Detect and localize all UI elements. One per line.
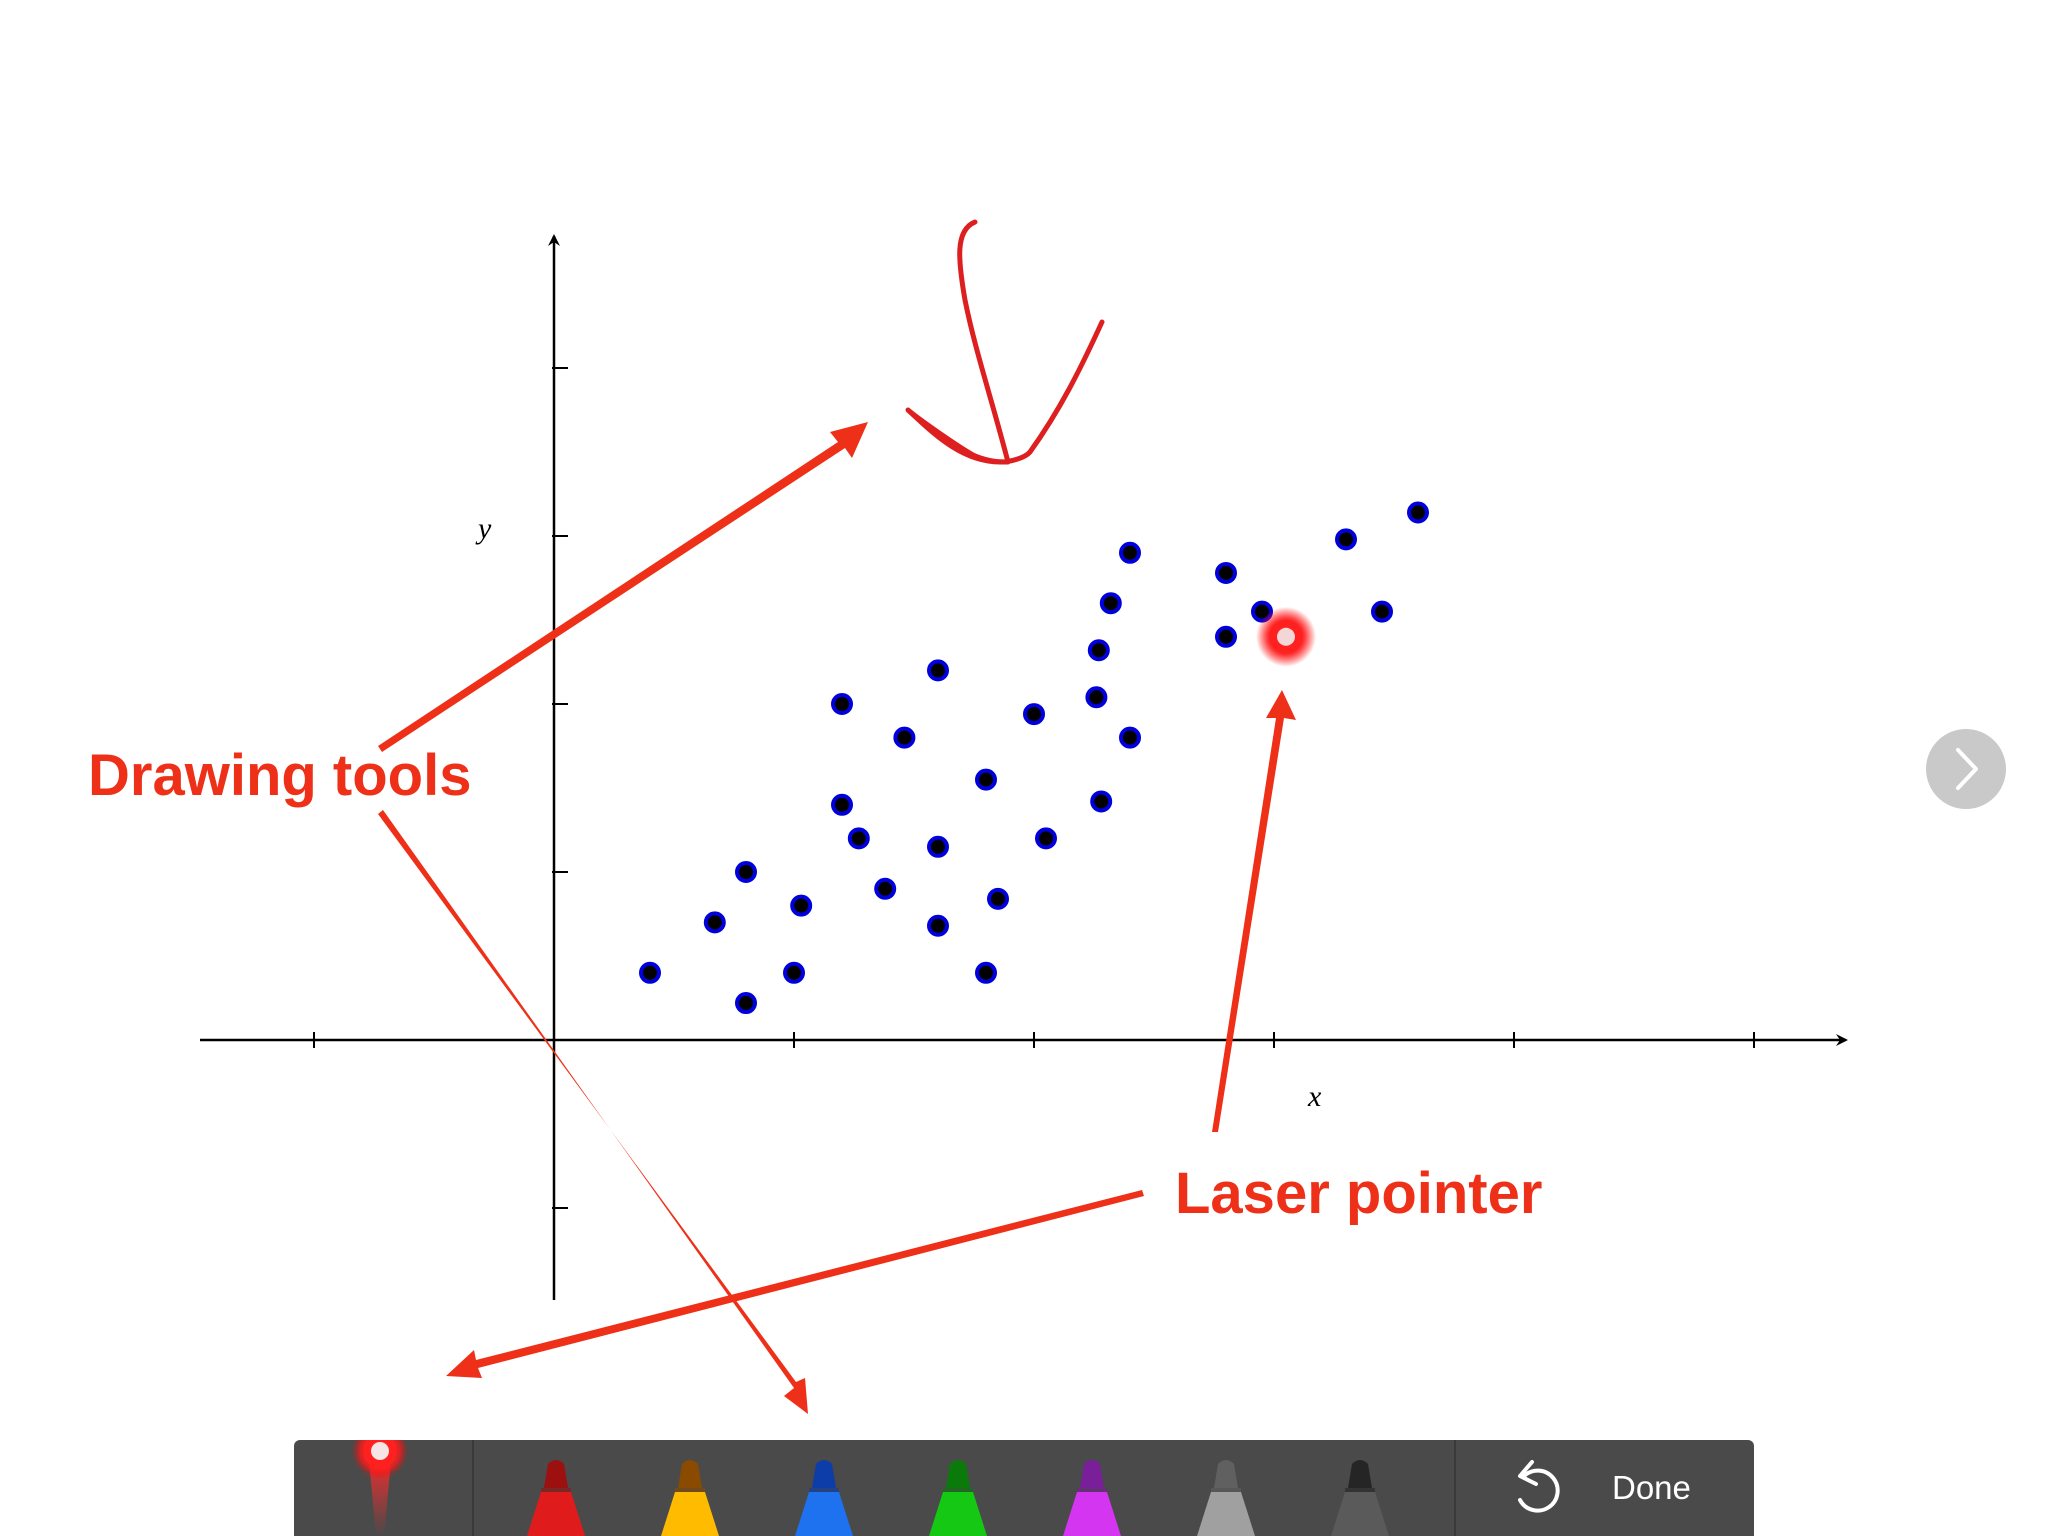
pen-darkgray[interactable] (1325, 1458, 1395, 1536)
undo-icon (1518, 1460, 1560, 1513)
chevron-right-icon (1956, 748, 1978, 790)
pen-magenta[interactable] (1057, 1458, 1127, 1536)
y-axis-ticks (552, 367, 568, 1209)
drawing-toolbar: Done (294, 1440, 1754, 1536)
data-point (847, 827, 870, 850)
data-point (927, 835, 949, 858)
data-point (975, 961, 997, 984)
pen-yellow[interactable] (655, 1458, 725, 1536)
pen-icon (929, 1460, 987, 1536)
data-point (1215, 561, 1237, 584)
pen-icon (795, 1460, 853, 1536)
done-button[interactable]: Done (1612, 1469, 1691, 1506)
data-point (1099, 592, 1122, 615)
y-axis-label: y (475, 512, 492, 545)
laser-pointer-icon (352, 1440, 408, 1536)
plot-axes: y x (200, 234, 1848, 1300)
data-point (639, 961, 661, 984)
pen-icon (1331, 1460, 1389, 1536)
toolbar-divider (472, 1440, 474, 1536)
pen-icon (527, 1460, 585, 1536)
pen-gray[interactable] (1191, 1458, 1261, 1536)
arrow-to-ink (378, 422, 868, 752)
x-axis-label: x (1307, 1080, 1322, 1113)
drawing-tools-callout: Drawing tools (88, 743, 471, 808)
arrow-to-laser-dot (1212, 690, 1296, 1132)
toolbar-divider (1454, 1440, 1456, 1536)
data-point (893, 726, 916, 749)
data-point (1371, 600, 1393, 623)
laser-pointer-dot (1256, 606, 1316, 667)
data-point (831, 793, 853, 816)
data-point (927, 659, 949, 682)
data-point (975, 768, 997, 791)
hand-drawn-check-stroke (905, 219, 1105, 465)
data-point (1035, 827, 1057, 850)
data-point (1119, 541, 1141, 564)
data-point (987, 887, 1009, 910)
arrow-to-pens (378, 810, 808, 1414)
data-point (1335, 528, 1357, 551)
data-point (1023, 703, 1045, 726)
pen-icon (661, 1460, 719, 1536)
laser-pointer-tool[interactable] (340, 1440, 420, 1536)
data-point (874, 877, 897, 900)
data-point (831, 693, 853, 715)
data-point (783, 961, 805, 984)
pen-green[interactable] (923, 1458, 993, 1536)
next-slide-button[interactable] (1926, 729, 2006, 809)
data-point (927, 914, 949, 937)
data-point (1407, 501, 1429, 524)
data-point (1215, 625, 1237, 648)
data-point (1087, 639, 1110, 662)
data-point (703, 911, 726, 934)
pen-blue[interactable] (789, 1458, 859, 1536)
data-point (790, 894, 813, 917)
pen-icon (1197, 1460, 1255, 1536)
x-axis-ticks (313, 1032, 1755, 1048)
pen-icon (1063, 1460, 1121, 1536)
arrow-to-laser-tool (446, 1190, 1144, 1378)
pen-red[interactable] (521, 1458, 591, 1536)
callout-arrows (378, 422, 1296, 1414)
scatter-points (639, 501, 1429, 1015)
data-point (735, 861, 757, 883)
laser-pointer-callout: Laser pointer (1175, 1161, 1542, 1226)
data-point (735, 992, 757, 1015)
data-point (1090, 790, 1113, 813)
data-point (1119, 726, 1141, 749)
data-point (1085, 686, 1108, 709)
undo-button[interactable] (1506, 1454, 1566, 1522)
